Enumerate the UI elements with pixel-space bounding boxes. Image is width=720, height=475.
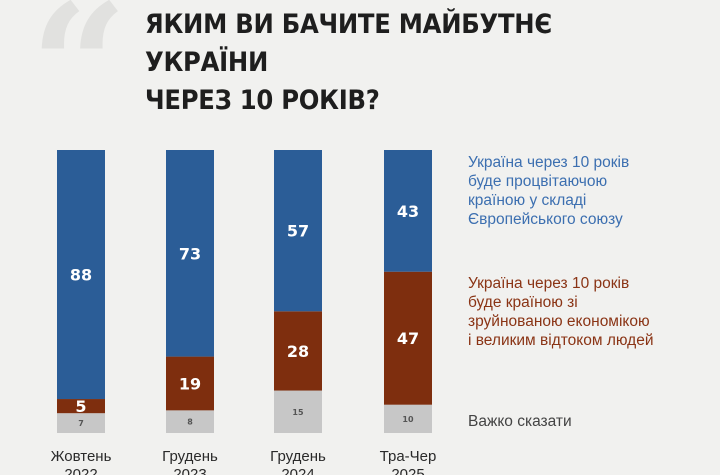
data-label-prosper-1: 73 bbox=[179, 244, 201, 263]
title-line-2: ЧЕРЕЗ 10 РОКІВ? bbox=[145, 85, 380, 116]
category-label-3: Тра-Чер bbox=[380, 448, 437, 465]
bar-prosper-1 bbox=[166, 150, 214, 357]
bar-hard-0 bbox=[57, 413, 105, 433]
bar-prosper-2 bbox=[274, 150, 322, 312]
category-label-1: Грудень bbox=[162, 448, 218, 465]
legend-prosper-line: буде процвітаючою bbox=[468, 173, 608, 190]
bar-hard-3 bbox=[384, 404, 432, 433]
data-label-ruined-0: 5 bbox=[75, 397, 86, 416]
bar-prosper-3 bbox=[384, 150, 432, 272]
page-title: ЯКИМ ВИ БАЧИТЕ МАЙБУТНЄ УКРАЇНИ ЧЕРЕЗ 10… bbox=[145, 6, 663, 120]
bar-hard-2 bbox=[274, 390, 322, 433]
bar-prosper-0 bbox=[57, 150, 105, 400]
category-label-2: Грудень bbox=[270, 448, 326, 465]
legend-ruined-line: буде країною зі bbox=[468, 294, 578, 311]
data-label-hard-2: 15 bbox=[292, 408, 304, 417]
data-label-prosper-3: 43 bbox=[397, 202, 419, 221]
legend-prosper-line: країною у складі bbox=[468, 192, 587, 209]
legend-prosper: Україна через 10 років буде процвітаючою… bbox=[468, 153, 708, 229]
bar-ruined-0 bbox=[57, 399, 105, 414]
bar-ruined-3 bbox=[384, 271, 432, 405]
bar-ruined-2 bbox=[274, 311, 322, 391]
legend-prosper-line: Європейського союзу bbox=[468, 211, 623, 228]
legend-ruined-line: зруйнованою економікою bbox=[468, 313, 650, 330]
category-year-3: 2025 bbox=[391, 466, 424, 475]
bar-ruined-1 bbox=[166, 356, 214, 411]
legend-prosper-line: Україна через 10 років bbox=[468, 154, 630, 171]
category-year-1: 2023 bbox=[173, 466, 206, 475]
quote-mark-icon: “ bbox=[30, 0, 128, 167]
data-label-prosper-0: 88 bbox=[70, 266, 92, 285]
data-label-ruined-3: 47 bbox=[397, 329, 419, 348]
category-year-0: 2022 bbox=[64, 466, 97, 475]
legend-ruined-line: і великим відтоком людей bbox=[468, 332, 654, 349]
title-line-1: ЯКИМ ВИ БАЧИТЕ МАЙБУТНЄ УКРАЇНИ bbox=[145, 9, 552, 78]
legend-hard-line: Важко сказати bbox=[468, 413, 572, 430]
legend-ruined: Україна через 10 років буде країною зі з… bbox=[468, 274, 708, 350]
data-label-prosper-2: 57 bbox=[287, 222, 309, 241]
category-year-2: 2024 bbox=[281, 466, 314, 475]
data-label-ruined-1: 19 bbox=[179, 374, 201, 393]
category-label-0: Жовтень bbox=[51, 448, 112, 465]
legend-ruined-line: Україна через 10 років bbox=[468, 275, 630, 292]
data-label-hard-3: 10 bbox=[402, 415, 414, 424]
data-label-ruined-2: 28 bbox=[287, 342, 309, 361]
legend-hard-to-say: Важко сказати bbox=[468, 412, 708, 431]
data-label-hard-1: 8 bbox=[187, 418, 193, 427]
data-label-hard-0: 7 bbox=[78, 419, 84, 428]
bar-hard-1 bbox=[166, 410, 214, 433]
